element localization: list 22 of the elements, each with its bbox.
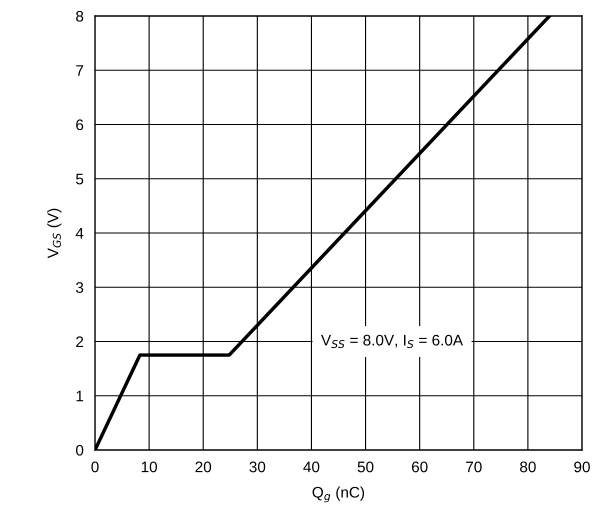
y-tick-label: 0 — [76, 444, 84, 456]
y-tick-label: 1 — [76, 390, 84, 402]
x-tick-label: 70 — [466, 462, 482, 472]
x-tick-label: 30 — [249, 462, 266, 472]
y-tick-label: 5 — [76, 174, 84, 184]
y-tick-label: 2 — [76, 336, 84, 348]
y-axis-title: V$_{GS}$ (V) — [47, 208, 62, 258]
x-tick-label: 40 — [303, 462, 320, 472]
x-axis-title: Q$_{g}$ (nC) — [312, 486, 364, 502]
y-tick-label: 6 — [76, 119, 84, 130]
x-tick-label: 0 — [91, 462, 99, 472]
y-tick-label: 4 — [76, 228, 84, 239]
x-tick-label: 90 — [574, 462, 590, 472]
y-tick-label: 7 — [76, 65, 84, 76]
x-tick-label: 60 — [412, 462, 428, 472]
x-tick-label: 80 — [520, 462, 536, 472]
x-tick-label: 10 — [142, 462, 158, 472]
annotation: V$_{SS}$ = 8.0V, I$_{S}$ = 6.0A — [321, 334, 464, 348]
y-tick-label: 3 — [76, 282, 84, 293]
x-tick-label: 50 — [358, 462, 374, 472]
y-tick-label: 8 — [76, 10, 84, 22]
x-tick-label: 20 — [195, 462, 212, 472]
